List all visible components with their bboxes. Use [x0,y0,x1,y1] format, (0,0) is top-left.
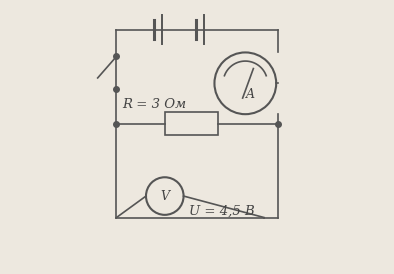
Text: V: V [160,190,169,202]
Text: U = 4,5 В: U = 4,5 В [189,204,255,217]
Text: A: A [246,88,255,101]
Text: R = 3 Ом: R = 3 Ом [122,98,186,111]
Bar [165,112,219,135]
